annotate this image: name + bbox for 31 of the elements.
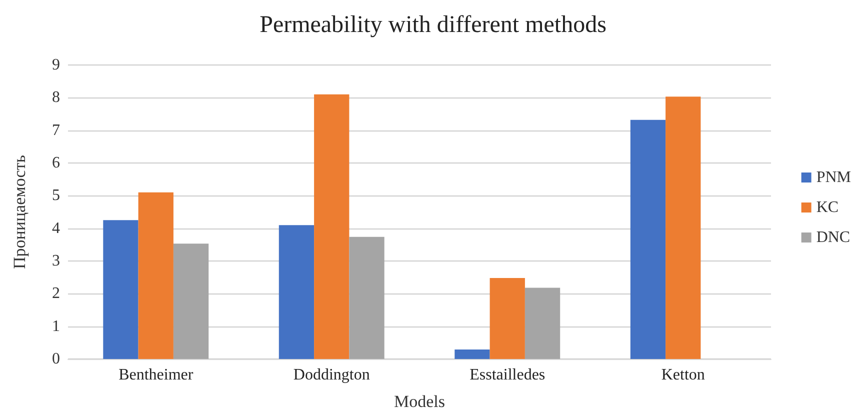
bar <box>278 225 314 359</box>
y-tick-label: 5 <box>52 187 60 204</box>
y-tick-label: 4 <box>52 220 60 237</box>
x-tick-label: Esstailledes <box>470 366 546 384</box>
y-tick-label: 2 <box>52 285 60 302</box>
y-tick-label: 7 <box>52 122 60 139</box>
y-tick-label: 6 <box>52 154 60 172</box>
bar <box>103 220 138 359</box>
bar <box>314 94 350 359</box>
bar <box>173 244 209 359</box>
x-tick-label: Ketton <box>661 366 705 384</box>
bar <box>490 278 525 359</box>
x-axis-title: Models <box>394 392 445 411</box>
y-tick-label: 1 <box>52 318 60 335</box>
bar <box>666 96 701 359</box>
bar <box>454 350 490 359</box>
y-tick-label: 8 <box>52 89 60 106</box>
bar <box>138 192 174 359</box>
bar <box>349 236 384 359</box>
y-tick-label: 3 <box>52 252 60 270</box>
legend-label: PNM <box>816 169 852 186</box>
x-tick-label: Bentheimer <box>118 366 194 384</box>
bar <box>524 288 560 359</box>
bar <box>630 120 666 359</box>
x-tick-label: Doddington <box>293 366 370 384</box>
legend-label: DNC <box>816 229 850 246</box>
legend-label: KC <box>816 199 839 216</box>
y-tick-label: 9 <box>52 56 60 74</box>
y-tick-label: 0 <box>52 350 60 368</box>
chart-title: Permeability with different methods <box>260 12 606 38</box>
y-axis-title: Проницаемость <box>10 154 29 270</box>
